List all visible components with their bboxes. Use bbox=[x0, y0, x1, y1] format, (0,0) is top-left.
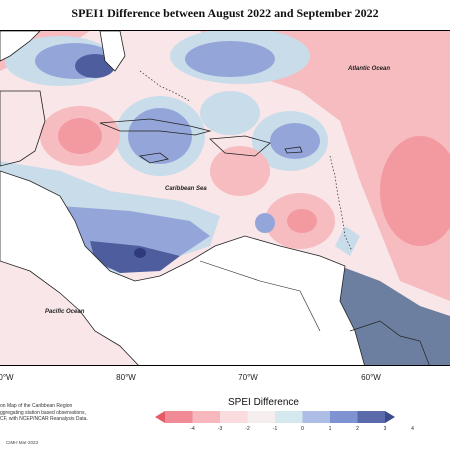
legend-max-arrow bbox=[385, 411, 395, 423]
florida-land bbox=[99, 31, 126, 72]
issuer-stamp: CIMH Mar-2023 bbox=[6, 440, 39, 445]
guiana-positive-zone bbox=[335, 266, 450, 365]
east-caribbean-strong-negative-zone bbox=[287, 209, 317, 233]
cuba-coast bbox=[99, 118, 212, 136]
puerto-rico-coast bbox=[284, 146, 303, 154]
jamaica-positive-zone bbox=[128, 108, 192, 164]
guiana-borders bbox=[349, 320, 430, 365]
source-credits: on Map of the Caribbean Region ggregatin… bbox=[0, 403, 88, 423]
hispaniola-light-positive-zone bbox=[200, 91, 260, 135]
legend-tick-label: -4 bbox=[190, 426, 195, 432]
legend-tick-label: -3 bbox=[217, 426, 223, 432]
map-panel bbox=[0, 30, 450, 366]
south-caribbean-extreme-positive-zone bbox=[134, 248, 146, 258]
venezuela-colombia-border bbox=[199, 260, 321, 332]
legend-tick-label: 4 bbox=[411, 426, 414, 432]
puerto-rico-positive-zone bbox=[270, 123, 320, 159]
spei-map bbox=[0, 31, 450, 365]
longitude-tick-label: 70°W bbox=[238, 373, 258, 382]
south-central-america-land bbox=[0, 170, 365, 365]
legend-tick-label: -2 bbox=[245, 426, 250, 432]
longitude-tick-label: 80°W bbox=[116, 373, 136, 382]
bahamas-islands bbox=[139, 70, 191, 102]
credit-line: CF, with NCEP/NCAR Reanalysis Data. bbox=[0, 416, 88, 422]
caribbean-sea-label: Caribbean Sea bbox=[165, 186, 207, 192]
legend-tick-label: 3 bbox=[383, 426, 387, 432]
legend-colorbar bbox=[155, 411, 395, 423]
south-caribbean-strong-positive-zone bbox=[90, 241, 180, 273]
legend-color-segment bbox=[220, 411, 248, 423]
venezuela-coast-positive-zone bbox=[255, 213, 275, 233]
pacific-ocean-label: Pacific Ocean bbox=[45, 309, 85, 315]
legend-min-arrow bbox=[155, 411, 165, 423]
legend-title: SPEI Difference bbox=[228, 397, 299, 408]
lesser-antilles-islands bbox=[329, 155, 353, 252]
map-title: SPEI1 Difference between August 2022 and… bbox=[71, 6, 379, 20]
gulf-coast-land bbox=[0, 31, 41, 62]
legend-color-segment bbox=[357, 411, 386, 423]
yucatan-coast bbox=[0, 90, 46, 167]
north-atlantic-positive-zone bbox=[185, 41, 275, 77]
jamaica-coast bbox=[138, 152, 169, 164]
legend-tick-label: 0 bbox=[301, 426, 304, 432]
atlantic-strong-negative-zone bbox=[380, 136, 450, 246]
credit-line: ggregating station based observations, bbox=[0, 409, 86, 416]
legend-color-segment bbox=[192, 411, 221, 423]
legend-color-segment bbox=[302, 411, 331, 423]
legend-tick-label: 2 bbox=[356, 426, 359, 432]
legend-color-segment bbox=[247, 411, 276, 423]
lesser-antilles-light-positive-zone bbox=[335, 226, 360, 256]
legend-color-segment bbox=[275, 411, 303, 423]
legend-tick-label: -1 bbox=[272, 426, 278, 432]
central-caribbean-negative-zone bbox=[210, 146, 270, 196]
legend-color-segment bbox=[165, 411, 193, 423]
longitude-tick-label: 60°W bbox=[361, 373, 381, 382]
west-caribbean-strong-negative-zone bbox=[58, 118, 102, 154]
hispaniola-coast bbox=[209, 135, 271, 157]
legend-tick-label: 1 bbox=[328, 426, 332, 432]
longitude-tick-label: 0°W bbox=[0, 373, 14, 382]
atlantic-negative-zone bbox=[200, 31, 450, 301]
legend-color-segment bbox=[330, 411, 358, 423]
atlantic-ocean-label: Atlantic Ocean bbox=[348, 66, 391, 72]
credit-line: on Map of the Caribbean Region bbox=[0, 403, 73, 409]
